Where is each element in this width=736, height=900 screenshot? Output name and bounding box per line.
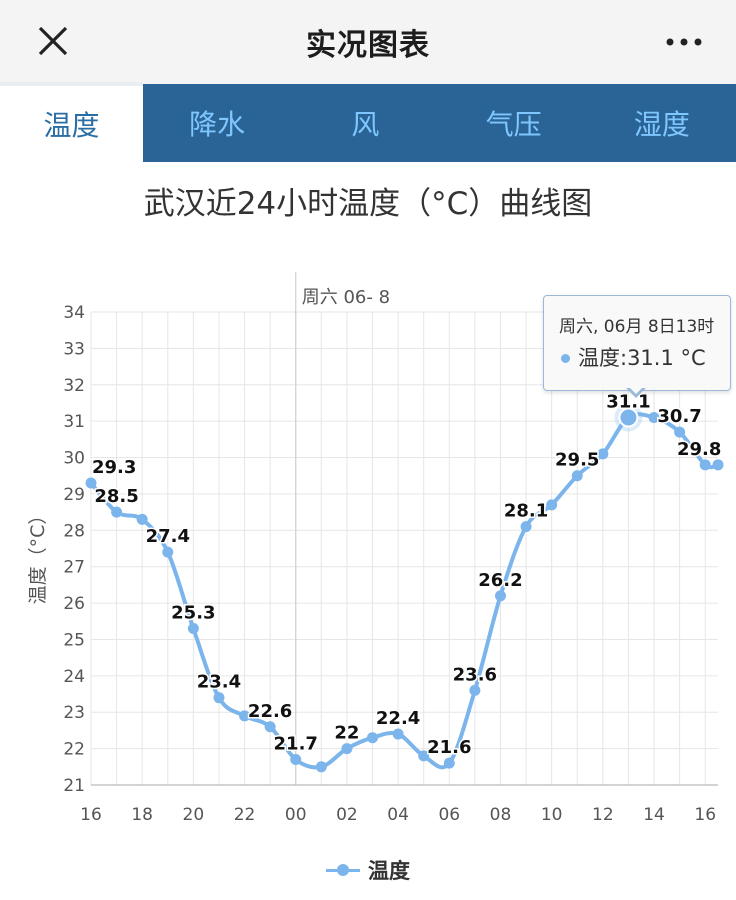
data-point: [712, 459, 724, 471]
y-tick-label: 33: [63, 339, 85, 359]
y-tick-label: 21: [63, 776, 85, 796]
y-tick-label: 32: [63, 376, 85, 396]
data-point: [239, 710, 251, 722]
y-axis-title: 温度（°C）: [27, 506, 49, 605]
data-point: [392, 728, 404, 740]
y-tick-label: 29: [63, 485, 85, 505]
y-tick-label: 25: [63, 630, 85, 650]
data-label: 22: [334, 723, 359, 744]
legend-symbol: [326, 863, 360, 877]
tab-pressure[interactable]: 气压: [485, 108, 542, 141]
data-point: [443, 757, 455, 769]
tooltip-value: 温度:31.1 °C: [578, 346, 706, 370]
highlighted-data-point: [618, 407, 639, 428]
tooltip-series-dot: [561, 354, 570, 363]
data-label: 28.1: [504, 501, 548, 522]
x-tick-label: 10: [541, 805, 563, 825]
data-point: [494, 590, 506, 602]
x-tick-label: 06: [438, 805, 460, 825]
data-label: 29.8: [677, 439, 721, 460]
data-label: 27.4: [146, 526, 190, 547]
data-label: 26.2: [478, 570, 522, 591]
close-button[interactable]: [30, 22, 74, 62]
more-icon: [666, 38, 702, 46]
date-divider-label: 周六 06- 8: [302, 287, 390, 308]
data-point: [520, 521, 532, 533]
tooltip-header: 周六, 06月 8日13时: [559, 317, 715, 337]
y-tick-label: 30: [63, 449, 85, 469]
chart-title: 武汉近24小时温度（°C）曲线图: [143, 186, 593, 222]
y-tick-label: 23: [63, 703, 85, 723]
x-tick-label: 04: [387, 805, 409, 825]
x-tick-label: 16: [694, 805, 716, 825]
tab-precipitation[interactable]: 降水: [189, 108, 246, 141]
data-point: [699, 459, 711, 471]
data-label: 22.6: [248, 701, 292, 722]
data-point: [597, 448, 609, 460]
data-point: [136, 513, 148, 525]
data-label: 28.5: [94, 486, 138, 507]
data-point: [111, 506, 123, 518]
tab-bar: 温度 降水 风 气压 湿度: [0, 82, 736, 162]
data-label: 29.5: [555, 450, 599, 471]
chart-tooltip: 周六, 06月 8日13时 温度:31.1 °C: [543, 295, 731, 398]
x-tick-label: 08: [490, 805, 512, 825]
x-tick-label: 00: [285, 805, 307, 825]
data-label: 29.3: [92, 457, 136, 478]
data-point: [367, 732, 379, 744]
data-point: [290, 754, 302, 766]
legend-label: 温度: [368, 859, 410, 883]
data-label: 23.6: [453, 664, 497, 685]
x-tick-label: 20: [183, 805, 205, 825]
more-button[interactable]: [662, 22, 706, 62]
data-point: [469, 684, 481, 696]
data-label: 22.4: [376, 708, 420, 729]
data-point: [213, 692, 225, 704]
x-tick-label: 16: [80, 805, 102, 825]
data-point: [571, 470, 583, 482]
x-tick-label: 18: [131, 805, 153, 825]
y-tick-label: 22: [63, 740, 85, 760]
data-point: [264, 721, 276, 733]
tab-wind[interactable]: 风: [351, 108, 380, 141]
data-label: 23.4: [197, 672, 241, 693]
close-icon: [38, 26, 68, 56]
data-label: 21.6: [427, 737, 471, 758]
data-point: [187, 623, 199, 635]
data-point: [648, 412, 660, 424]
x-tick-label: 12: [592, 805, 614, 825]
page-title: 实况图表: [306, 28, 430, 63]
x-tick-label: 22: [234, 805, 256, 825]
data-label: 30.7: [657, 406, 701, 427]
data-point: [162, 546, 174, 558]
data-point: [418, 750, 430, 762]
x-tick-label: 02: [336, 805, 358, 825]
data-point: [546, 499, 558, 511]
tooltip-arrow-inner: [628, 386, 644, 394]
data-point: [674, 426, 686, 438]
chart-legend: 温度: [0, 852, 736, 888]
data-point: [85, 477, 97, 489]
data-point: [341, 743, 353, 755]
y-tick-label: 27: [63, 558, 85, 578]
temperature-line-chart[interactable]: 21 22 23 24 25 26 27 28 29 30 31 32 33 34 周六 06- 8 16 18…: [0, 250, 736, 840]
y-tick-label: 34: [63, 303, 85, 323]
x-tick-label: 14: [643, 805, 665, 825]
data-label: 25.3: [171, 603, 215, 624]
y-tick-label: 31: [63, 412, 85, 432]
y-tick-label: 26: [63, 594, 85, 614]
tab-temperature[interactable]: 温度: [0, 82, 143, 162]
data-label: 21.7: [274, 734, 318, 755]
y-tick-label: 28: [63, 521, 85, 541]
tab-humidity[interactable]: 湿度: [633, 108, 690, 141]
top-bar: 实况图表: [0, 0, 736, 85]
y-tick-label: 24: [63, 667, 85, 687]
legend-item-temperature[interactable]: 温度: [326, 855, 410, 885]
data-point: [315, 761, 327, 773]
